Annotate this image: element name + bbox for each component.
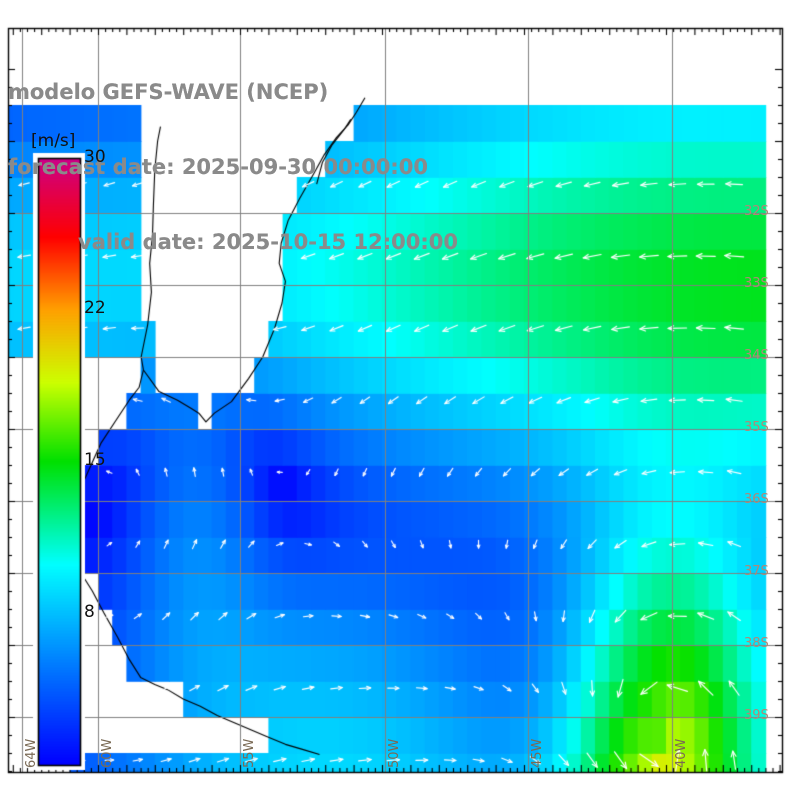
lon-label-60w: 60W xyxy=(100,738,115,768)
lat-label-38s: 38S xyxy=(744,636,769,651)
lat-label-33s: 33S xyxy=(744,276,769,291)
colorbar-tick-22: 22 xyxy=(84,298,106,318)
lon-label-40w: 40W xyxy=(674,738,689,768)
lat-label-32s: 32S xyxy=(744,204,769,219)
lon-label-55w: 55W xyxy=(242,738,257,768)
lat-label-34s: 34S xyxy=(744,348,769,363)
lon-label-50w: 50W xyxy=(387,738,402,768)
colorbar-tick-15: 15 xyxy=(84,450,106,470)
lat-label-39s: 39S xyxy=(744,708,769,723)
colorbar-tick-8: 8 xyxy=(84,602,95,622)
colorbar-unit-label: [m/s] xyxy=(31,131,76,151)
lat-label-37s: 37S xyxy=(744,564,769,579)
colorbar-tick-30: 30 xyxy=(84,147,106,167)
lat-label-36s: 36S xyxy=(744,492,769,507)
lon-label-45w: 45W xyxy=(530,738,545,768)
lat-label-35s: 35S xyxy=(744,420,769,435)
lon-label-64w: 64W xyxy=(24,738,39,768)
